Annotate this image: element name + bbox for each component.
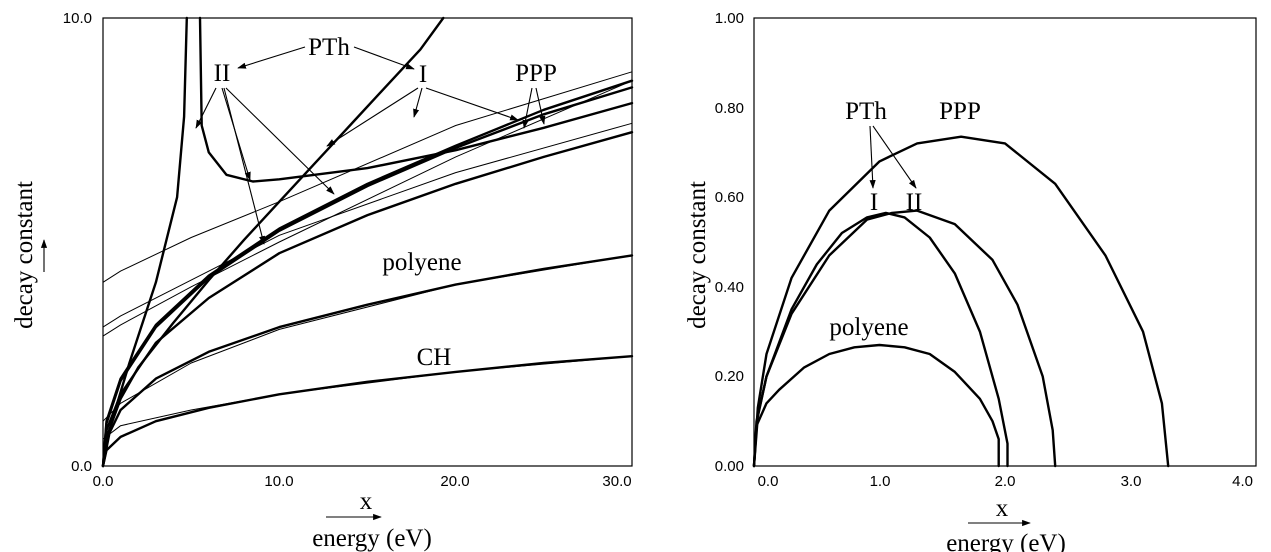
right-annot-polyene: polyene xyxy=(829,314,908,341)
left-curve-polyene-2 xyxy=(101,254,634,468)
left-annot-ch: CH xyxy=(417,344,452,371)
right-curve-ppp-3 xyxy=(752,135,1170,468)
left-annotation-arrows xyxy=(195,46,546,245)
left-curve-ch-1 xyxy=(102,355,633,440)
right-curve-polyene-0 xyxy=(752,343,1000,468)
right-chart: 0.00 0.20 0.40 0.60 0.80 1.00 0.0 1.0 2.… xyxy=(684,10,1257,552)
left-annot-polyene: polyene xyxy=(382,249,461,276)
arrow-ppp-1 xyxy=(522,87,533,129)
arrow-pth-to-i-right xyxy=(869,125,876,189)
arrow-i-3 xyxy=(425,87,519,121)
left-x-variable: x xyxy=(360,488,373,515)
arrow-i-2 xyxy=(413,87,423,118)
right-y-tick-080: 0.80 xyxy=(715,100,744,117)
right-y-tick-020: 0.20 xyxy=(715,368,744,385)
right-y-axis-title: decay constant xyxy=(684,181,711,329)
left-curve-pth-ii-6 xyxy=(101,131,634,468)
arrow-i-1 xyxy=(326,87,419,147)
right-x-tick-1: 1.0 xyxy=(870,473,891,490)
arrow-pth-to-i xyxy=(353,46,415,70)
arrow-ii-3 xyxy=(223,87,266,245)
right-y-tick-100: 1.00 xyxy=(715,10,744,27)
left-curve-pth-ii-11 xyxy=(102,122,633,328)
right-plot-frame xyxy=(753,17,1257,467)
left-curve-pth-i-10 xyxy=(102,71,633,283)
right-y-tick-0: 0.00 xyxy=(715,458,744,475)
right-x-variable: x xyxy=(996,495,1009,522)
right-x-tick-4: 4.0 xyxy=(1232,473,1253,490)
right-y-tick-060: 0.60 xyxy=(715,189,744,206)
arrow-pth-to-ii-right xyxy=(872,125,917,189)
left-curve-pth-ii-5 xyxy=(198,16,634,183)
right-x-tick-0: 0.0 xyxy=(758,473,779,490)
left-curve-ppp-9 xyxy=(101,86,634,468)
left-curve-polyene-3 xyxy=(102,254,633,422)
left-x-tick-10: 10.0 xyxy=(264,473,293,490)
left-y-tick-10: 10.0 xyxy=(63,10,92,27)
left-annot-ppp: PPP xyxy=(515,60,557,87)
left-x-tick-20: 20.0 xyxy=(440,473,469,490)
left-curve-ppp-12 xyxy=(102,80,633,337)
right-curve-pth-ii-2 xyxy=(752,209,1057,468)
arrow-pth-to-ii xyxy=(237,46,306,69)
right-annot-i: I xyxy=(870,189,878,216)
left-curve-ch-0 xyxy=(101,355,634,468)
arrow-ii-4 xyxy=(225,87,335,195)
right-curves xyxy=(752,135,1170,468)
right-y-tick-040: 0.40 xyxy=(715,279,744,296)
right-x-axis-title: energy (eV) xyxy=(946,530,1066,552)
left-x-axis-title: energy (eV) xyxy=(312,525,432,552)
right-annot-ii: II xyxy=(906,189,923,216)
left-curve-pth-i-7 xyxy=(101,16,445,468)
right-x-tick-2: 2.0 xyxy=(995,473,1016,490)
arrow-ppp-2 xyxy=(535,87,546,125)
left-plot-frame xyxy=(102,17,633,467)
right-x-tick-3: 3.0 xyxy=(1121,473,1142,490)
left-x-tick-0: 0.0 xyxy=(93,473,114,490)
left-annot-pth: PTh xyxy=(308,34,350,61)
left-annot-i: I xyxy=(419,61,427,88)
left-chart: 0.0 10.0 0.0 10.0 20.0 30.0 x energy (eV… xyxy=(11,10,634,552)
right-annot-ppp: PPP xyxy=(939,98,981,125)
arrow-ii-1 xyxy=(195,87,217,129)
left-y-axis-title: decay constant xyxy=(11,181,38,329)
left-annot-ii: II xyxy=(214,60,231,87)
left-y-tick-0: 0.0 xyxy=(71,458,92,475)
right-annotation-arrows xyxy=(869,125,917,189)
right-annot-pth: PTh xyxy=(845,98,887,125)
left-x-tick-30: 30.0 xyxy=(602,473,631,490)
left-curves xyxy=(101,16,634,468)
